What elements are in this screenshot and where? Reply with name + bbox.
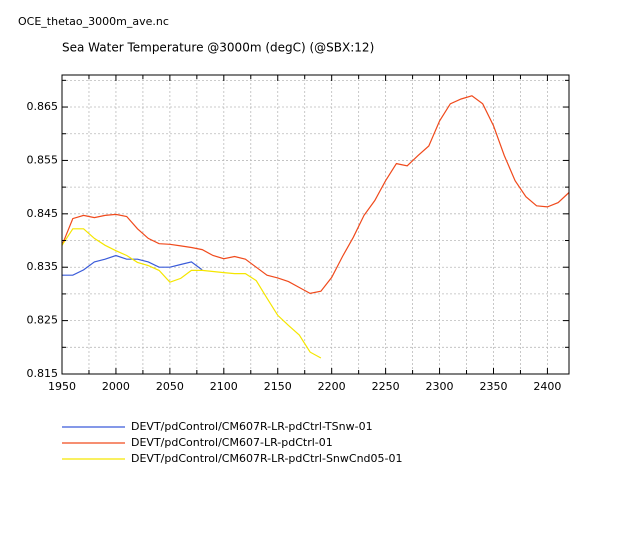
legend-label: DEVT/pdControl/CM607R-LR-pdCtrl-TSnw-01 bbox=[131, 420, 373, 433]
series-line bbox=[61, 228, 322, 359]
y-tick-label: 0.865 bbox=[27, 100, 59, 113]
y-tick-label: 0.815 bbox=[27, 367, 59, 380]
file-label: OCE_thetao_3000m_ave.nc bbox=[18, 15, 169, 28]
x-tick-label: 1950 bbox=[48, 380, 76, 393]
plot-frame bbox=[61, 74, 570, 375]
y-tick-label: 0.845 bbox=[27, 207, 59, 220]
x-tick-label: 2350 bbox=[479, 380, 507, 393]
y-tick-label: 0.855 bbox=[27, 153, 59, 166]
x-tick-label: 2250 bbox=[372, 380, 400, 393]
legend-label: DEVT/pdControl/CM607R-LR-pdCtrl-SnwCnd05… bbox=[131, 452, 403, 465]
x-tick-label: 2200 bbox=[318, 380, 346, 393]
legend-label: DEVT/pdControl/CM607-LR-pdCtrl-01 bbox=[131, 436, 333, 449]
x-tick-label: 2300 bbox=[426, 380, 454, 393]
x-tick-label: 2100 bbox=[210, 380, 238, 393]
x-tick-label: 2000 bbox=[102, 380, 130, 393]
x-tick-label: 2400 bbox=[533, 380, 561, 393]
x-tick-label: 2150 bbox=[264, 380, 292, 393]
x-tick-label: 2050 bbox=[156, 380, 184, 393]
y-tick-label: 0.825 bbox=[27, 314, 59, 327]
chart-title: Sea Water Temperature @3000m (degC) (@SB… bbox=[62, 41, 374, 55]
y-tick-label: 0.835 bbox=[27, 260, 59, 273]
series-line bbox=[61, 95, 570, 295]
